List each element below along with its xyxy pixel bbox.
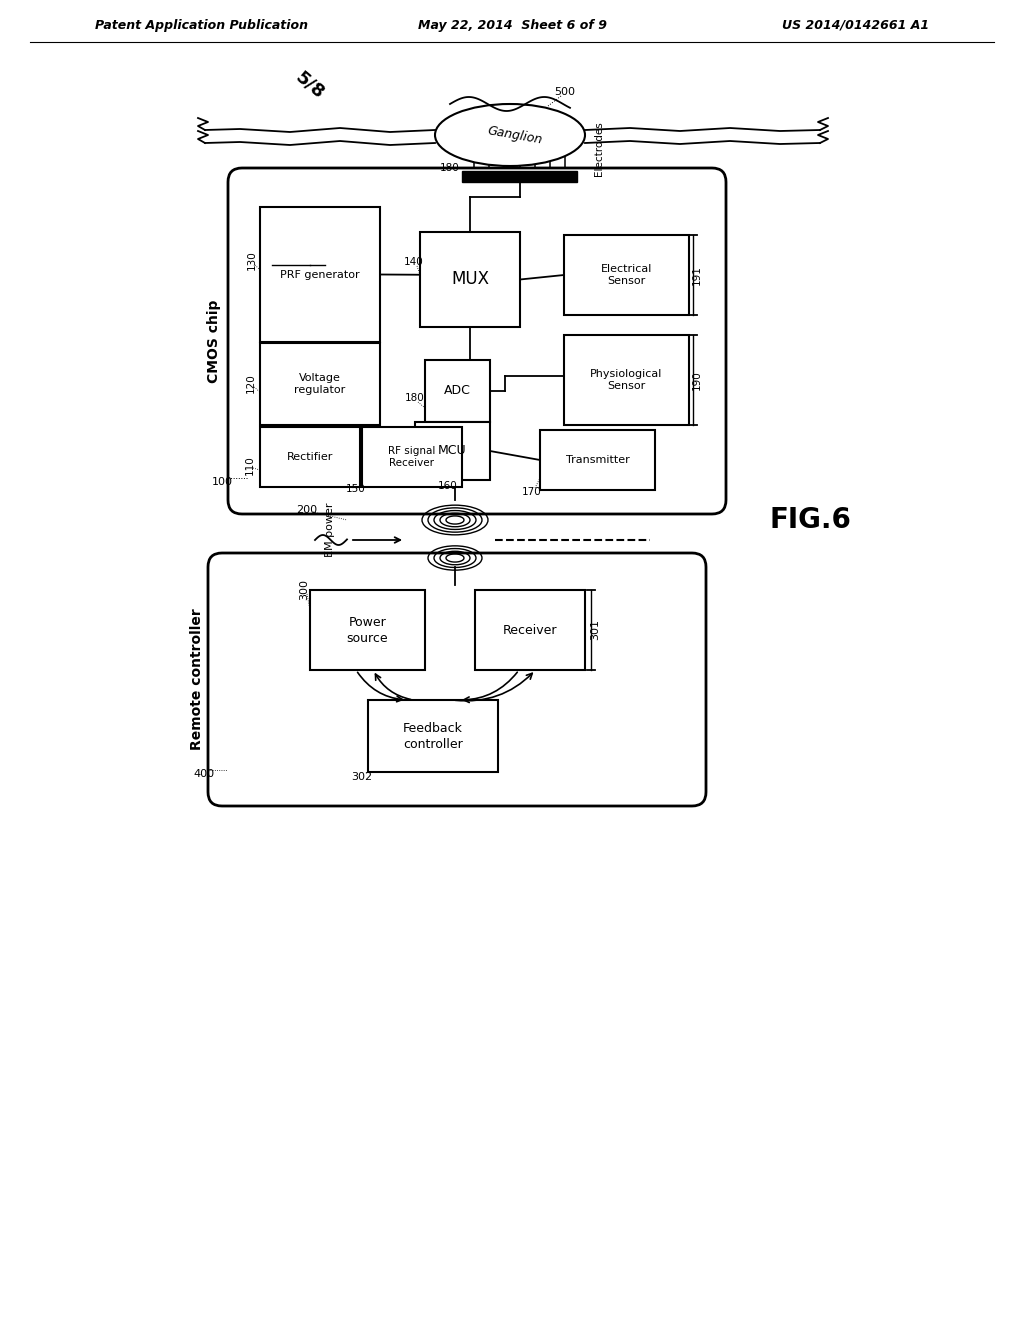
Text: MCU: MCU bbox=[438, 445, 467, 458]
Bar bbox=[260, 426, 360, 487]
Text: Patent Application Publication: Patent Application Publication bbox=[95, 18, 308, 32]
Text: CMOS chip: CMOS chip bbox=[207, 300, 221, 383]
Text: Transmitter: Transmitter bbox=[565, 455, 630, 465]
Bar bbox=[319, 267, 327, 279]
Text: 400: 400 bbox=[194, 770, 215, 779]
Text: US 2014/0142661 A1: US 2014/0142661 A1 bbox=[782, 18, 929, 32]
Bar bbox=[420, 232, 520, 327]
Text: 130: 130 bbox=[247, 249, 257, 269]
Bar bbox=[362, 426, 462, 487]
Text: 180: 180 bbox=[406, 393, 425, 403]
Text: Remote controller: Remote controller bbox=[190, 609, 204, 750]
Text: 301: 301 bbox=[590, 619, 600, 640]
Text: Rectifier: Rectifier bbox=[287, 451, 333, 462]
Bar bbox=[415, 422, 490, 480]
Bar bbox=[475, 590, 585, 671]
Text: 170: 170 bbox=[522, 487, 542, 498]
Text: EM power: EM power bbox=[325, 503, 335, 557]
Text: FIG.6: FIG.6 bbox=[769, 506, 851, 535]
Text: Electrodes: Electrodes bbox=[594, 121, 604, 177]
Text: ADC: ADC bbox=[444, 384, 471, 397]
Bar bbox=[260, 207, 380, 342]
Text: 100: 100 bbox=[212, 477, 232, 487]
Text: MUX: MUX bbox=[451, 271, 489, 289]
Text: PRF generator: PRF generator bbox=[281, 269, 359, 280]
Bar bbox=[260, 343, 380, 425]
FancyBboxPatch shape bbox=[228, 168, 726, 513]
Bar bbox=[564, 235, 689, 315]
Text: 190: 190 bbox=[692, 370, 702, 389]
Text: 120: 120 bbox=[246, 374, 256, 393]
Bar bbox=[462, 172, 577, 182]
Text: Voltage
regulator: Voltage regulator bbox=[294, 372, 346, 395]
Ellipse shape bbox=[435, 104, 585, 166]
Text: 5/8: 5/8 bbox=[292, 67, 328, 102]
Text: 180: 180 bbox=[440, 162, 460, 173]
Text: 302: 302 bbox=[351, 772, 373, 781]
Text: 191: 191 bbox=[692, 265, 702, 285]
Bar bbox=[368, 700, 498, 772]
Text: 160: 160 bbox=[438, 480, 458, 491]
Bar bbox=[308, 257, 316, 275]
Text: 200: 200 bbox=[296, 506, 317, 515]
Text: Feedback
controller: Feedback controller bbox=[403, 722, 463, 751]
Bar bbox=[425, 360, 490, 422]
Bar bbox=[564, 335, 689, 425]
Text: 500: 500 bbox=[555, 87, 575, 96]
Text: Electrical
Sensor: Electrical Sensor bbox=[601, 264, 652, 286]
Text: 110: 110 bbox=[245, 455, 255, 475]
Text: Power
source: Power source bbox=[347, 615, 388, 644]
Text: RF signal
Receiver: RF signal Receiver bbox=[388, 446, 435, 469]
Text: Receiver: Receiver bbox=[503, 623, 557, 636]
Bar bbox=[310, 590, 425, 671]
Text: Physiological
Sensor: Physiological Sensor bbox=[590, 368, 663, 391]
Text: 300: 300 bbox=[299, 579, 309, 601]
Bar bbox=[540, 430, 655, 490]
Text: 150: 150 bbox=[346, 484, 366, 494]
Text: May 22, 2014  Sheet 6 of 9: May 22, 2014 Sheet 6 of 9 bbox=[418, 18, 606, 32]
Text: 140: 140 bbox=[404, 257, 424, 267]
FancyBboxPatch shape bbox=[208, 553, 706, 807]
Text: Ganglion: Ganglion bbox=[486, 124, 544, 147]
